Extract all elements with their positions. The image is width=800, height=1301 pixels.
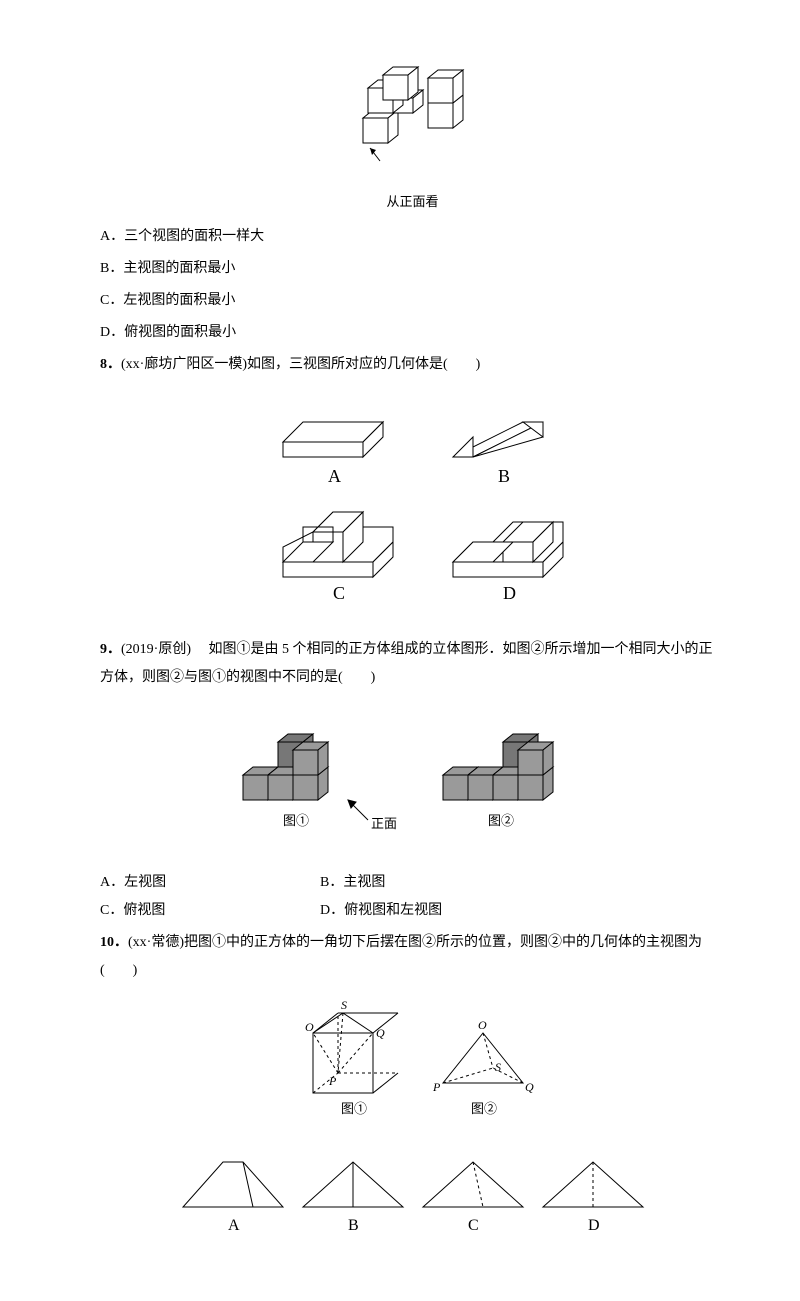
q7-cubes-svg xyxy=(338,58,488,178)
q8-src: (xx·廊坊广阳区一模)如图，三视图所对应的几何体是( ) xyxy=(121,357,480,372)
svg-text:D: D xyxy=(503,583,516,603)
svg-text:A: A xyxy=(228,1217,240,1234)
q9-option-d: D．俯视图和左视图 xyxy=(320,897,540,925)
q10-src: (xx·常德)把图①中的正方体的一角切下后摆在图②所示的位置，则图②中的几何体的… xyxy=(100,935,702,978)
q9-text: 9．(2019·原创) 如图①是由 5 个相同的正方体组成的立体图形．如图②所示… xyxy=(100,636,725,692)
q8-text: 8．(xx·廊坊广阳区一模)如图，三视图所对应的几何体是( ) xyxy=(100,351,725,379)
svg-text:P: P xyxy=(328,1074,337,1088)
q9-num: 9． xyxy=(100,642,121,657)
q10-top-svg: S O Q P 图① O S P Q 图② xyxy=(263,993,563,1133)
q9-options-row1: A．左视图 B．主视图 xyxy=(100,869,725,897)
svg-text:B: B xyxy=(348,1217,359,1234)
svg-text:图②: 图② xyxy=(471,1101,497,1116)
svg-text:Q: Q xyxy=(525,1080,534,1094)
svg-text:Q: Q xyxy=(376,1026,385,1040)
q9-src: (2019·原创) 如图①是由 5 个相同的正方体组成的立体图形．如图②所示增加… xyxy=(100,642,712,685)
svg-text:O: O xyxy=(478,1018,487,1032)
q9-options-row2: C．俯视图 D．俯视图和左视图 xyxy=(100,897,725,925)
svg-text:S: S xyxy=(495,1060,501,1074)
q9-option-a: A．左视图 xyxy=(100,869,320,897)
svg-text:O: O xyxy=(305,1020,314,1034)
svg-text:P: P xyxy=(432,1080,441,1094)
svg-text:A: A xyxy=(328,466,341,486)
svg-text:S: S xyxy=(341,998,347,1012)
q7-figure: 从正面看 xyxy=(100,58,725,215)
q9-option-b: B．主视图 xyxy=(320,869,540,897)
q9-cubes-svg: 图① 正面 图② xyxy=(213,700,613,850)
svg-text:D: D xyxy=(588,1217,600,1234)
svg-text:正面: 正面 xyxy=(371,816,397,831)
q7-option-a: A．三个视图的面积一样大 xyxy=(100,223,725,251)
q10-options-figure: A B C D xyxy=(100,1152,725,1253)
q9-figure: 图① 正面 图② xyxy=(100,700,725,861)
q10-num: 10． xyxy=(100,935,128,950)
q8-num: 8． xyxy=(100,357,121,372)
q7-option-d: D．俯视图的面积最小 xyxy=(100,319,725,347)
q8-figure: A B C xyxy=(100,387,725,628)
q9-option-c: C．俯视图 xyxy=(100,897,320,925)
svg-text:图②: 图② xyxy=(488,813,514,828)
svg-text:图①: 图① xyxy=(341,1101,367,1116)
svg-text:C: C xyxy=(333,583,345,603)
q7-option-b: B．主视图的面积最小 xyxy=(100,255,725,283)
q7-option-c: C．左视图的面积最小 xyxy=(100,287,725,315)
q8-options-svg: A B C xyxy=(243,387,583,617)
q10-text: 10．(xx·常德)把图①中的正方体的一角切下后摆在图②所示的位置，则图②中的几… xyxy=(100,929,725,985)
svg-text:B: B xyxy=(498,466,510,486)
q10-options-svg: A B C D xyxy=(173,1152,653,1242)
q10-figure: S O Q P 图① O S P Q 图② xyxy=(100,993,725,1144)
svg-text:C: C xyxy=(468,1217,479,1234)
q7-caption: 从正面看 xyxy=(100,189,725,215)
svg-text:图①: 图① xyxy=(283,813,309,828)
